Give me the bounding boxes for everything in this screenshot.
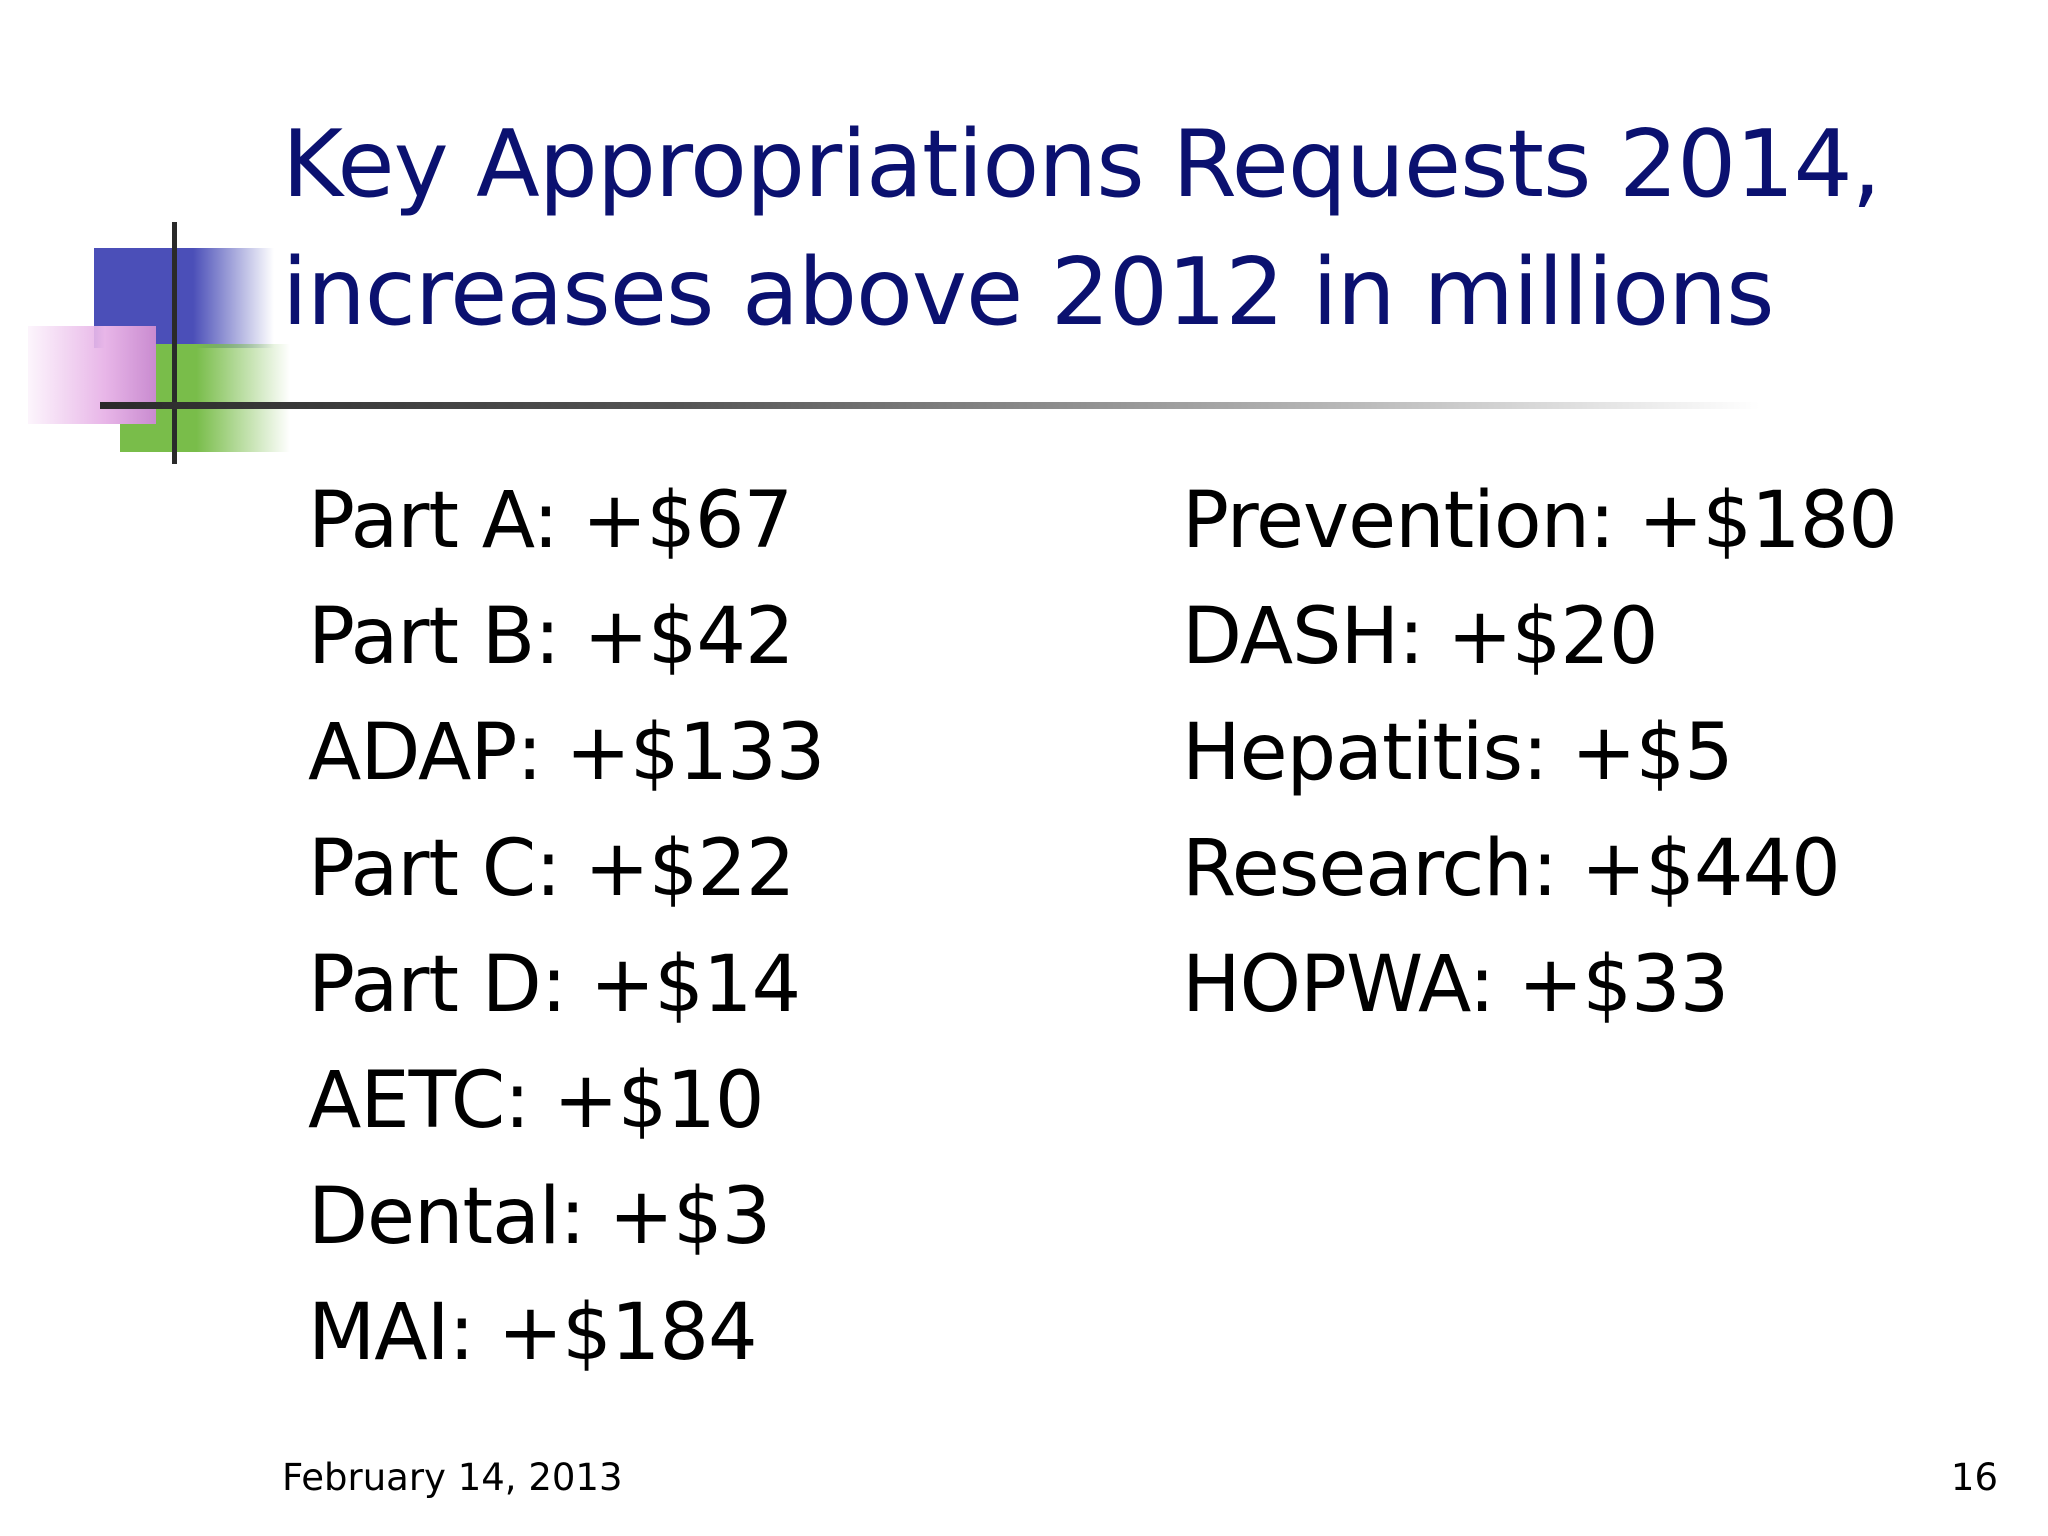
left-column-list: Part A: +$67 Part B: +$42 ADAP: +$133 Pa… bbox=[308, 463, 825, 1391]
decorative-pink-square bbox=[28, 326, 156, 424]
right-column-list: Prevention: +$180 DASH: +$20 Hepatitis: … bbox=[1182, 463, 1898, 1043]
list-item: Part A: +$67 bbox=[308, 476, 793, 566]
page-number: 16 bbox=[1950, 1456, 1998, 1499]
decorative-vertical-line bbox=[172, 222, 177, 464]
list-item: Dental: +$3 bbox=[308, 1172, 771, 1262]
list-item: HOPWA: +$33 bbox=[1182, 940, 1729, 1030]
list-item: AETC: +$10 bbox=[308, 1056, 765, 1146]
slide-title-line-1: Key Appropriations Requests 2014, bbox=[282, 110, 1881, 218]
title-underline bbox=[100, 402, 1760, 409]
slide-title: Key Appropriations Requests 2014, increa… bbox=[282, 100, 1982, 356]
list-item: MAI: +$184 bbox=[308, 1288, 758, 1378]
list-item: Hepatitis: +$5 bbox=[1182, 708, 1734, 798]
footer-date: February 14, 2013 bbox=[282, 1456, 623, 1499]
list-item: DASH: +$20 bbox=[1182, 592, 1659, 682]
list-item: Research: +$440 bbox=[1182, 824, 1841, 914]
list-item: ADAP: +$133 bbox=[308, 708, 825, 798]
list-item: Prevention: +$180 bbox=[1182, 476, 1898, 566]
list-item: Part C: +$22 bbox=[308, 824, 796, 914]
slide-title-line-2: increases above 2012 in millions bbox=[282, 238, 1775, 346]
list-item: Part D: +$14 bbox=[308, 940, 801, 1030]
list-item: Part B: +$42 bbox=[308, 592, 795, 682]
